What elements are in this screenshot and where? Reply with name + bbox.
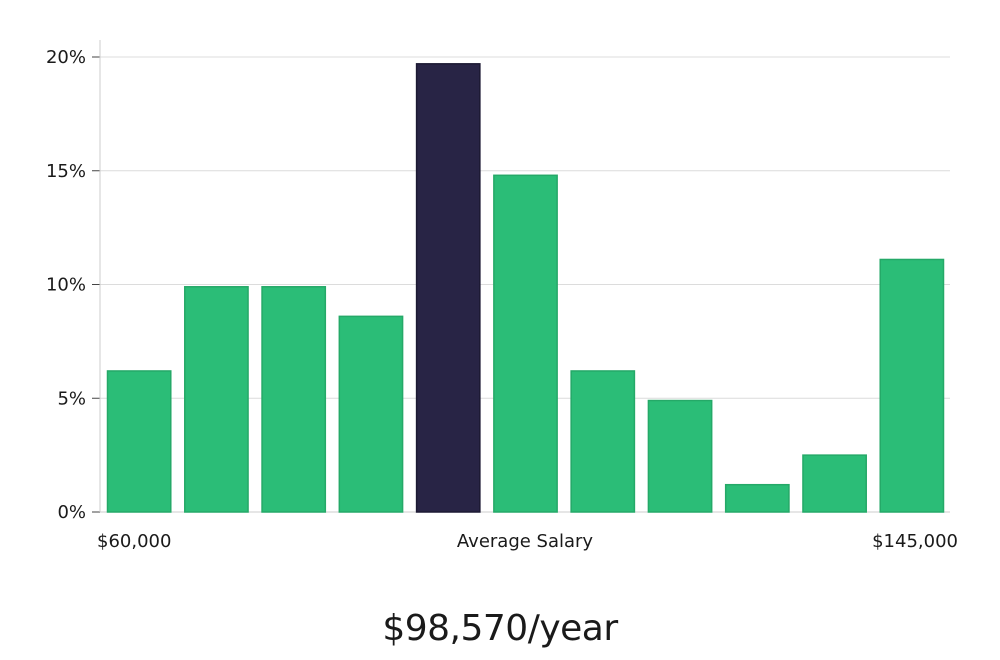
bar <box>338 315 404 513</box>
y-tick-label: 10% <box>46 275 86 296</box>
bar-average-highlight <box>415 63 481 513</box>
x-right-label: $145,000 <box>872 531 958 552</box>
bar <box>879 258 945 513</box>
bars <box>106 63 945 513</box>
average-salary-value: $98,570/year <box>382 608 618 649</box>
bar <box>570 370 636 513</box>
y-tick-label: 5% <box>57 388 86 409</box>
bar <box>493 174 558 513</box>
y-tick-label: 15% <box>46 161 86 182</box>
y-tick-label: 0% <box>57 502 86 523</box>
bar <box>106 370 172 513</box>
x-center-label: Average Salary <box>457 531 594 552</box>
y-tick-labels: 0% 5% 10% 15% 20% <box>46 47 86 523</box>
salary-histogram: 0% 5% 10% 15% 20% $60,000 Average Salary $14… <box>46 40 958 552</box>
bar <box>261 286 327 513</box>
bar <box>647 399 713 513</box>
y-tick-label: 20% <box>46 47 86 68</box>
x-left-label: $60,000 <box>97 531 171 552</box>
bar <box>802 454 867 513</box>
bar <box>184 286 249 513</box>
bar <box>724 483 790 513</box>
